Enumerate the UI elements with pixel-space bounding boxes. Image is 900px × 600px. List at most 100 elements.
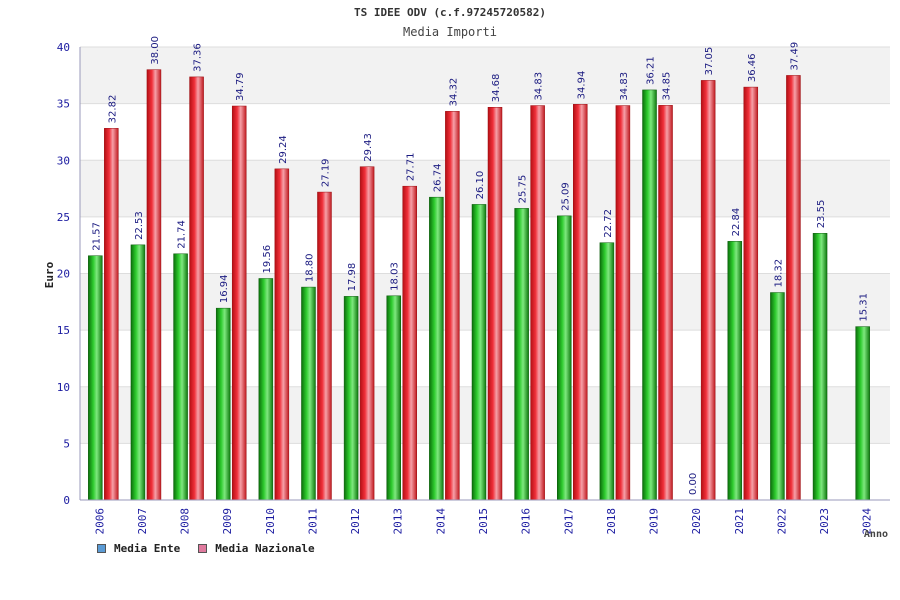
bar-media-ente-2024 (855, 326, 870, 501)
bar-media-ente-2019 (642, 89, 657, 501)
x-tick-label: 2018 (605, 508, 618, 535)
data-label: 17.98 (347, 263, 358, 292)
data-label: 15.31 (859, 293, 870, 322)
data-label: 18.32 (773, 259, 784, 288)
data-label: 34.83 (534, 72, 545, 101)
y-tick-label: 40 (57, 41, 70, 54)
data-label: 22.53 (134, 211, 145, 240)
data-labels-layer: 21.57 22.53 21.74 16.94 19.56 18.80 17.98 18.03… (91, 36, 869, 495)
data-label: 25.09 (560, 182, 571, 211)
legend-swatch-media-nazionale (198, 544, 208, 553)
x-tick-label: 2012 (349, 508, 362, 535)
data-label: 25.75 (518, 175, 529, 204)
axes-layer: 0 5 10 15 20 25 30 35 40 2006 2007 2008 2009 2010 2011… (57, 41, 890, 535)
data-label: 22.72 (603, 209, 614, 238)
bar-media-nazionale-2012 (359, 166, 375, 501)
bar-media-nazionale-2007 (146, 69, 162, 501)
bar-media-nazionale-2008 (189, 76, 204, 501)
x-tick-label: 2016 (520, 508, 533, 535)
bar-media-ente-2007 (130, 244, 146, 501)
bar-media-ente-2018 (599, 242, 615, 501)
data-label: 27.71 (406, 153, 417, 182)
x-tick-label: 2014 (434, 508, 447, 535)
bar-media-ente-2023 (812, 233, 828, 501)
legend-swatch-media-ente (97, 544, 106, 553)
y-tick-label: 15 (57, 324, 70, 337)
chart-title: TS IDEE ODV (c.f.97245720582) (353, 6, 547, 19)
bar-media-ente-2006 (88, 255, 103, 501)
bar-media-nazionale-2011 (317, 191, 332, 501)
data-label: 23.55 (816, 200, 827, 229)
bar-media-ente-2013 (386, 295, 401, 501)
bar-media-nazionale-2016 (530, 105, 545, 501)
data-label: 36.21 (646, 56, 657, 85)
x-tick-label: 2008 (179, 508, 192, 535)
data-label: 29.43 (363, 133, 374, 162)
data-label: 26.74 (432, 164, 443, 193)
data-label: 21.74 (177, 220, 188, 249)
y-tick-label: 5 (63, 437, 70, 450)
y-tick-label: 20 (57, 268, 70, 281)
y-tick-label: 10 (57, 381, 70, 394)
bar-media-ente-2008 (173, 253, 188, 501)
data-label: 27.19 (320, 158, 331, 187)
bars-layer (88, 69, 870, 501)
bar-media-ente-2016 (514, 208, 529, 501)
bar-media-nazionale-2022 (786, 75, 801, 501)
x-tick-label: 2009 (221, 508, 234, 535)
bar-media-ente-2014 (429, 196, 444, 501)
data-label: 36.46 (747, 53, 758, 82)
legend-item-media-nazionale: Media Nazionale (198, 542, 315, 555)
bar-media-nazionale-2020 (700, 80, 716, 501)
bar-media-ente-2015 (471, 204, 487, 501)
data-label: 38.00 (150, 36, 161, 65)
bar-media-nazionale-2017 (573, 104, 588, 501)
chart-subtitle: Media Importi (403, 25, 497, 39)
legend-label-media-ente: Media Ente (114, 542, 181, 555)
bar-media-nazionale-2013 (402, 185, 417, 501)
data-label: 37.49 (789, 42, 800, 71)
x-tick-label: 2006 (93, 508, 106, 535)
y-tick-label: 35 (57, 98, 70, 111)
x-tick-label: 2010 (264, 508, 277, 535)
bar-media-nazionale-2015 (487, 106, 503, 501)
y-tick-label: 0 (63, 494, 70, 507)
data-label: 21.57 (91, 222, 102, 251)
x-tick-label: 2007 (136, 508, 149, 535)
x-tick-label: 2022 (775, 508, 788, 535)
bar-media-nazionale-2014 (445, 111, 460, 501)
data-label: 34.32 (448, 78, 459, 107)
data-label: 34.79 (235, 72, 246, 101)
x-tick-label: 2015 (477, 508, 490, 535)
bar-media-ente-2017 (557, 215, 572, 501)
bar-media-ente-2010 (258, 278, 274, 501)
y-tick-label: 25 (57, 211, 70, 224)
data-label: 26.10 (475, 171, 486, 200)
bar-media-ente-2022 (770, 292, 785, 501)
bar-media-ente-2012 (343, 296, 359, 501)
x-tick-label: 2020 (690, 508, 703, 535)
x-tick-label: 2021 (733, 508, 746, 535)
data-label: 34.68 (491, 74, 502, 103)
data-label: 18.80 (304, 253, 315, 282)
x-tick-label: 2024 (861, 508, 874, 535)
x-axis-label: Anno (864, 529, 888, 540)
bar-media-nazionale-2019 (658, 105, 673, 501)
bar-media-ente-2011 (301, 286, 316, 501)
data-label: 37.36 (193, 43, 204, 72)
x-tick-label: 2017 (562, 508, 575, 535)
bar-media-nazionale-2006 (104, 128, 119, 501)
x-tick-label: 2013 (392, 508, 405, 535)
data-label: 32.82 (107, 95, 118, 124)
bar-media-nazionale-2010 (274, 168, 290, 501)
bar-media-ente-2009 (215, 307, 231, 501)
x-tick-label: 2011 (306, 508, 319, 535)
x-tick-label: 2023 (818, 508, 831, 535)
data-label: 18.03 (390, 262, 401, 291)
bar-media-nazionale-2009 (231, 105, 247, 501)
data-label: 0.00 (688, 473, 699, 495)
data-label: 22.84 (731, 208, 742, 237)
legend-label-media-nazionale: Media Nazionale (215, 542, 315, 555)
x-tick-label: 2019 (648, 508, 661, 535)
